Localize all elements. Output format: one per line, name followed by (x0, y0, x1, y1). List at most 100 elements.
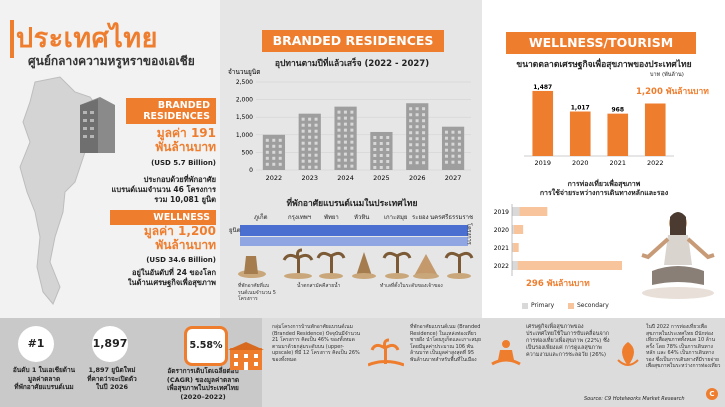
spa-leaf-icon (617, 342, 639, 366)
building-window (415, 161, 419, 165)
building-window (386, 159, 390, 163)
footer-box-1: กลุ่มโครงการบ้านพักอาศัยแบรนด์เนม (Brand… (272, 324, 361, 363)
x-tick-label: 2019 (534, 159, 551, 167)
building-window (337, 152, 341, 156)
building-window (314, 147, 318, 151)
y-tick-label: 1,500 (236, 114, 253, 121)
tourism-bar-secondary (513, 225, 524, 234)
building-window (265, 144, 269, 148)
branded-residences-tag: BRANDED RESIDENCES (126, 98, 216, 124)
building-window (337, 164, 341, 168)
building-window (337, 134, 341, 138)
building-window (386, 147, 390, 151)
building-window (457, 160, 461, 164)
building-window (314, 117, 318, 121)
building-window (409, 113, 413, 117)
units-band (240, 225, 468, 236)
building-window (314, 135, 318, 139)
building-window (337, 110, 341, 114)
building-window (422, 125, 426, 129)
building-window (409, 155, 413, 159)
building-window (422, 155, 426, 159)
building-window (409, 143, 413, 147)
building-window (265, 150, 269, 154)
building-window (301, 117, 305, 121)
building-window (350, 134, 354, 138)
yoga-woman-icon (641, 212, 715, 299)
building-window (301, 147, 305, 151)
building-window (373, 165, 377, 169)
building-window (379, 165, 383, 169)
building-icon (80, 97, 115, 153)
building-window (350, 140, 354, 144)
footer-box-4: ในปี 2022 การท่องเที่ยวเพื่อสุขภาพในประเ… (646, 324, 721, 369)
tourism-highlight: 296 พันล้านบาท (526, 279, 590, 289)
building-window (314, 165, 318, 169)
location-label: นครศรีธรรมราช (430, 214, 474, 221)
locations-title: ที่พักอาศัยแบรนด์เนมในประเทศไทย (286, 199, 418, 209)
supply-chart-title: อุปทานตามปีที่แล้วเสร็จ (2022 - 2027) (274, 59, 430, 69)
building-window (314, 159, 318, 163)
tourism-bar-primary (512, 243, 514, 252)
building-window (343, 110, 347, 114)
building-window (272, 156, 276, 160)
tourism-chart-title: การท่องเที่ยวเพื่อสุขภาพ การใช้จ่ายระหว่… (539, 180, 669, 197)
wellness-unit-note: บาท (พันล้าน) (650, 72, 684, 78)
palm-tree-icon (382, 251, 412, 279)
stat-rank-circle: #1 (18, 326, 54, 362)
building-window (343, 134, 347, 138)
building-window (278, 150, 282, 154)
pyramid-icon (413, 254, 439, 279)
building-window (265, 156, 269, 160)
wellness-tourism-title: WELLNESS/TOURISM (506, 32, 696, 54)
building-window (379, 141, 383, 145)
building-window (308, 123, 312, 127)
branded-usd: (USD 5.7 Billion) (151, 159, 216, 167)
building-window (343, 122, 347, 126)
location-label: ภูเก็ต (254, 214, 268, 221)
wellness-description: อยู่ในอันดับที่ 24 ของโลก ในด้านเศรษฐกิจ… (127, 268, 216, 287)
building-window (301, 123, 305, 127)
building-window (308, 117, 312, 121)
building-window (343, 116, 347, 120)
wellness-tag: WELLNESS (110, 210, 216, 225)
building-window (444, 130, 448, 134)
building-window (457, 154, 461, 158)
building-window (444, 148, 448, 152)
building-window (415, 119, 419, 123)
building-window (379, 159, 383, 163)
footer-box-2: ที่พักอาศัยแบรนด์เนม (Branded Residence)… (410, 324, 481, 363)
building-window (373, 159, 377, 163)
building-window (343, 128, 347, 132)
location-label: กรุงเทพฯ (288, 214, 312, 221)
building-window (337, 128, 341, 132)
building-window (422, 137, 426, 141)
building-window (415, 137, 419, 141)
building-window (314, 123, 318, 127)
legend-secondary-swatch (568, 303, 574, 309)
wellness-bar (607, 113, 629, 156)
building-window (457, 142, 461, 146)
building-window (343, 146, 347, 150)
data-label: 1,487 (533, 84, 552, 91)
tourism-bar-secondary (513, 243, 519, 252)
building-window (386, 165, 390, 169)
building-window (343, 152, 347, 156)
landmark-note-b: น้ำตกสามัคคีสายน้ำ (297, 283, 341, 289)
building-window (343, 140, 347, 144)
building-window (409, 107, 413, 111)
stat-rank-text: อันดับ 1 ในเอเชียด้าน มูลค่าตลาด ที่พักอ… (12, 366, 76, 391)
palm-tree-icon (444, 251, 474, 279)
y-tick-label: 2,500 (236, 79, 253, 86)
building-window (350, 164, 354, 168)
building-window (444, 154, 448, 158)
tourism-bar-primary (512, 225, 514, 234)
building-window (415, 113, 419, 117)
building-window (422, 107, 426, 111)
building-window (350, 128, 354, 132)
x-tick-label: 2026 (409, 174, 426, 182)
y-tick-label: 2020 (494, 227, 509, 234)
building-window (415, 143, 419, 147)
building-window (373, 141, 377, 145)
landmark-icons (238, 248, 474, 279)
